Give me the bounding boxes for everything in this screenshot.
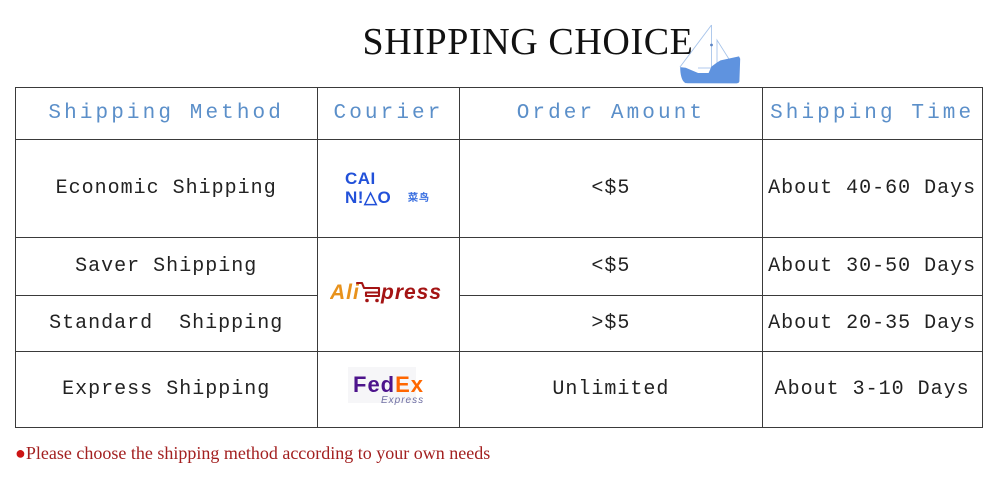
svg-text:Ali: Ali <box>330 281 360 304</box>
svg-text:FedEx: FedEx <box>353 372 424 397</box>
svg-text:N!△O: N!△O <box>345 188 391 206</box>
svg-text:菜鸟: 菜鸟 <box>407 191 430 204</box>
svg-text:Express: Express <box>381 395 424 406</box>
svg-text:press: press <box>380 281 442 304</box>
svg-text:CAI: CAI <box>345 169 376 188</box>
